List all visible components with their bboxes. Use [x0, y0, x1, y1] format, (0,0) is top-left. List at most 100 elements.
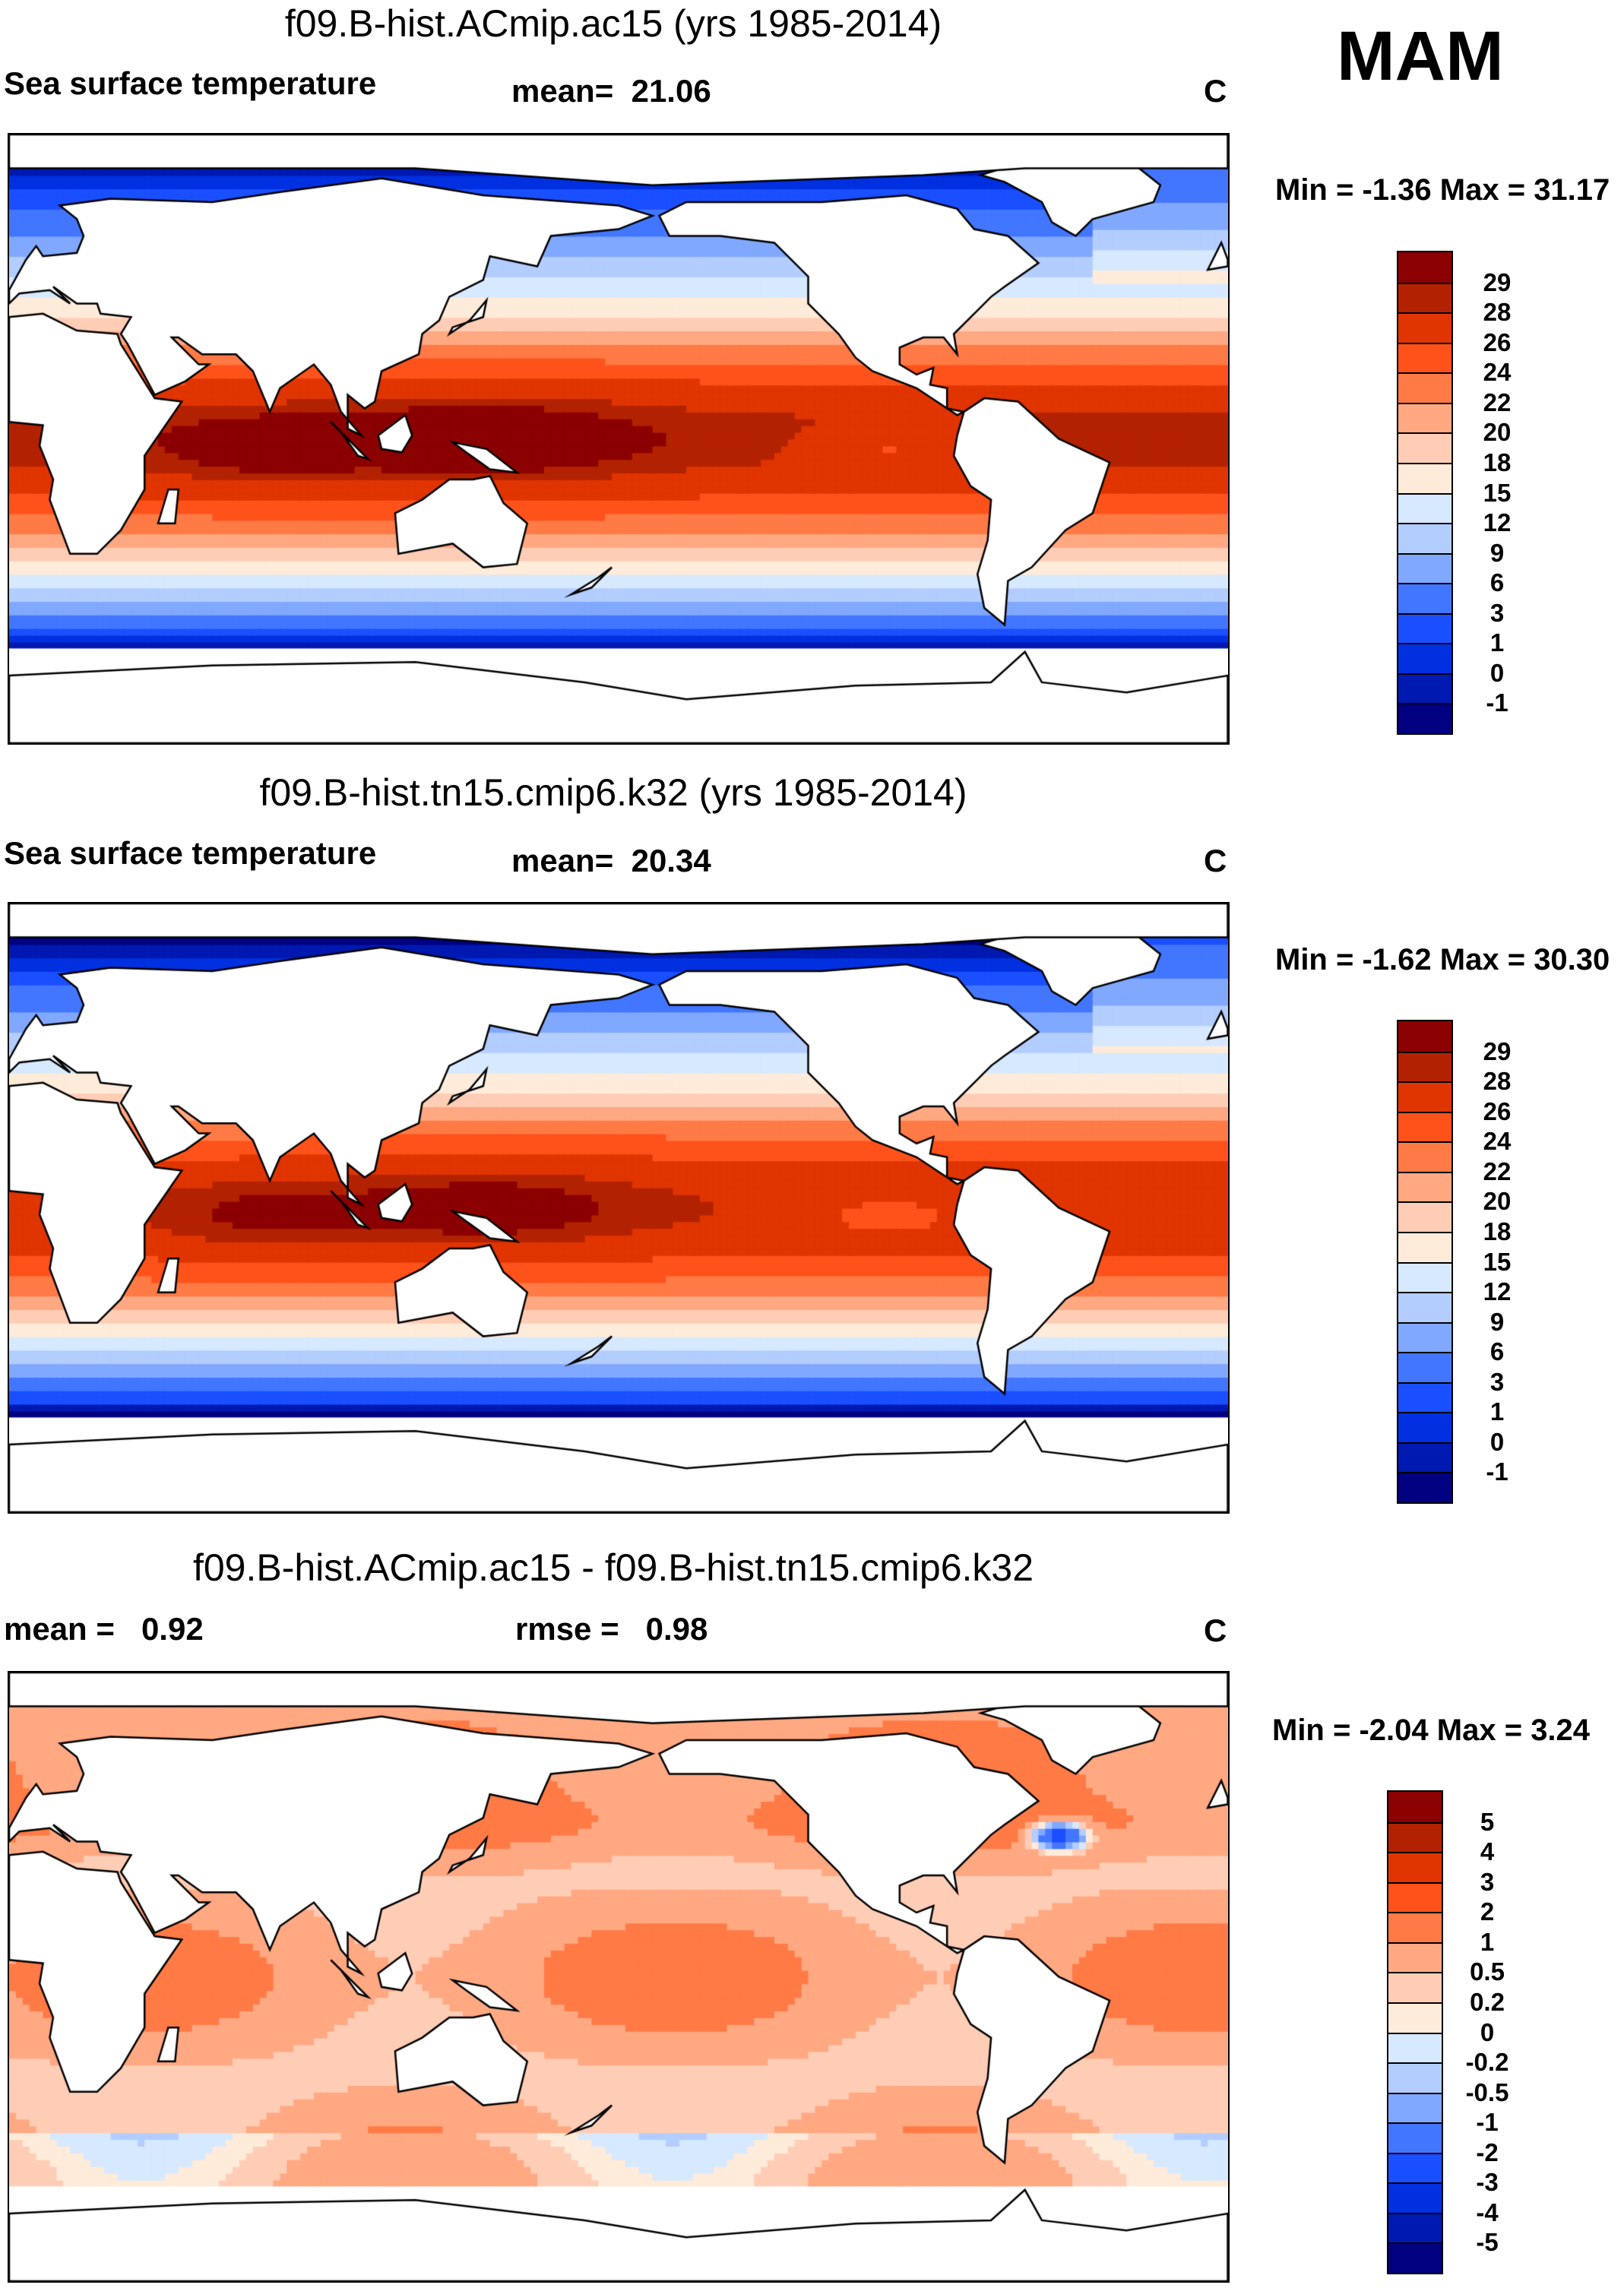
colorbar-tick-label: 2 — [1480, 1897, 1495, 1926]
max-value: 31.17 — [1534, 173, 1610, 207]
sst-diff-canvas — [9, 1672, 1228, 2281]
colorbar-swatch — [1388, 1792, 1442, 1822]
colorbar-tick-label: 9 — [1489, 538, 1505, 567]
colorbar-tick-label: -4 — [1476, 2198, 1499, 2226]
colorbar-tick-label: 0 — [1480, 2017, 1495, 2046]
colorbar-swatch — [1398, 1171, 1451, 1202]
colorbar-swatch — [1398, 1051, 1451, 1082]
colorbar-tick-label: 0.2 — [1470, 1987, 1505, 2016]
colorbar-swatch — [1398, 282, 1451, 313]
colorbar-swatch — [1388, 2242, 1442, 2273]
colorbar-swatch — [1398, 1081, 1451, 1112]
colorbar-swatch — [1398, 312, 1451, 343]
colorbar-tick-label: 0 — [1489, 1427, 1505, 1456]
min-label: Min = — [1275, 943, 1354, 976]
season-label: MAM — [1337, 17, 1504, 95]
panel-title: f09.B-hist.ACmip.ac15 - f09.B-hist.tn15.… — [192, 1546, 1034, 1589]
colorbar-swatch — [1388, 1972, 1442, 2002]
min-label: Min = — [1275, 173, 1354, 207]
colorbar-tick-label: 28 — [1483, 1067, 1512, 1096]
colorbar-swatch — [1388, 2002, 1442, 2033]
colorbar-swatch — [1398, 432, 1451, 463]
colorbar-tick-label: 29 — [1483, 1036, 1512, 1065]
colorbar-swatch — [1398, 342, 1451, 373]
colorbar-tick-label: 4 — [1480, 1837, 1495, 1866]
colorbar-swatch — [1388, 2152, 1442, 2183]
colorbar-swatch — [1398, 703, 1451, 733]
colorbar-tick-label: 24 — [1483, 358, 1512, 387]
mean-label: mean = — [4, 1611, 115, 1647]
units-label: C — [1204, 73, 1227, 109]
colorbar-tick-label: 6 — [1489, 568, 1505, 597]
min-label: Min = — [1272, 1714, 1351, 1747]
mean-value: 0.92 — [141, 1611, 204, 1647]
sst-diff-map — [8, 1671, 1230, 2283]
colorbar-swatch — [1388, 1821, 1442, 1853]
colorbar-swatch — [1398, 552, 1451, 584]
colorbar-swatch — [1398, 402, 1451, 433]
sst-map — [8, 902, 1230, 1514]
colorbar-tick-label: 1 — [1489, 628, 1505, 657]
colorbar-swatch — [1398, 1321, 1451, 1353]
colorbar-tick-label: 26 — [1483, 1097, 1512, 1125]
colorbar-swatch — [1398, 1472, 1451, 1502]
colorbar-swatch — [1398, 1381, 1451, 1413]
colorbar-tick-label: -0.2 — [1465, 2048, 1509, 2077]
colorbar-tick-label: 12 — [1483, 508, 1512, 537]
variable-label: Sea surface temperature — [4, 65, 377, 101]
colorbar-swatch — [1398, 643, 1451, 673]
max-label: Max = — [1439, 173, 1526, 207]
colorbar-tick-label: 28 — [1483, 298, 1512, 327]
colorbar-tick-label: 20 — [1483, 418, 1512, 447]
colorbar: -5 -4 -3 -2 -1 -0.5 -0.2 0 0.2 0.5 1 2 3 4 5 — [1387, 1790, 1508, 2274]
colorbar-swatch — [1398, 1231, 1451, 1262]
colorbar-swatch — [1398, 1141, 1451, 1172]
colorbar-tick-label: 22 — [1483, 388, 1512, 416]
colorbar-tick-label: 1 — [1480, 1927, 1495, 1956]
colorbar-swatch — [1388, 2062, 1442, 2093]
colorbar-tick-label: 0 — [1489, 658, 1505, 687]
colorbar-tick-label: -3 — [1476, 2168, 1499, 2197]
colorbar-tick-label: 1 — [1489, 1397, 1505, 1426]
sst-field-canvas — [9, 903, 1228, 1512]
panel-title: f09.B-hist.ACmip.ac15 (yrs 1985-2014) — [284, 2, 942, 45]
min-value: -1.62 — [1362, 943, 1432, 976]
mean-label: mean= — [511, 73, 614, 109]
units-label: C — [1204, 843, 1227, 878]
colorbar-swatch — [1398, 1261, 1451, 1293]
colorbar: -1 0 1 3 6 9 12 15 18 20 22 24 26 28 29 — [1397, 1020, 1511, 1504]
colorbar-swatch — [1398, 1441, 1451, 1473]
colorbar-tick-label: 18 — [1483, 448, 1512, 476]
mean-value: 21.06 — [631, 73, 711, 109]
units-label: C — [1204, 1612, 1227, 1648]
colorbar-tick-label: -1 — [1476, 2108, 1499, 2137]
colorbar-tick-label: 9 — [1489, 1307, 1505, 1336]
colorbar-tick-label: 0.5 — [1470, 1957, 1505, 1986]
colorbar-tick-label: 18 — [1483, 1217, 1512, 1245]
colorbar-tick-label: 15 — [1483, 478, 1512, 507]
rmse-label: rmse = — [515, 1611, 619, 1647]
max-label: Max = — [1439, 943, 1526, 976]
colorbar-tick-label: 15 — [1483, 1247, 1512, 1276]
colorbar-tick-label: 29 — [1483, 267, 1512, 296]
colorbar-swatch — [1388, 2122, 1442, 2153]
rmse-value: 0.98 — [645, 1611, 708, 1647]
variable-label: Sea surface temperature — [4, 835, 377, 871]
colorbar-swatch — [1398, 523, 1451, 553]
colorbar-swatch — [1398, 1412, 1451, 1442]
colorbar-swatch — [1398, 252, 1451, 283]
colorbar-tick-label: 26 — [1483, 328, 1512, 356]
colorbar-tick-label: 5 — [1480, 1807, 1495, 1836]
colorbar-swatch — [1398, 612, 1451, 644]
colorbar-swatch — [1398, 1201, 1451, 1232]
max-value: 30.30 — [1534, 943, 1610, 976]
colorbar-swatch — [1398, 1352, 1451, 1382]
colorbar-tick-label: -1 — [1486, 1457, 1508, 1486]
colorbar-swatch — [1398, 1021, 1451, 1052]
min-value: -1.36 — [1362, 173, 1432, 207]
colorbar-tick-label: -5 — [1476, 2228, 1499, 2257]
colorbar-swatch — [1398, 583, 1451, 613]
colorbar-tick-label: 3 — [1489, 598, 1505, 627]
sst-field-canvas — [9, 134, 1228, 743]
colorbar-tick-label: 22 — [1483, 1157, 1512, 1185]
